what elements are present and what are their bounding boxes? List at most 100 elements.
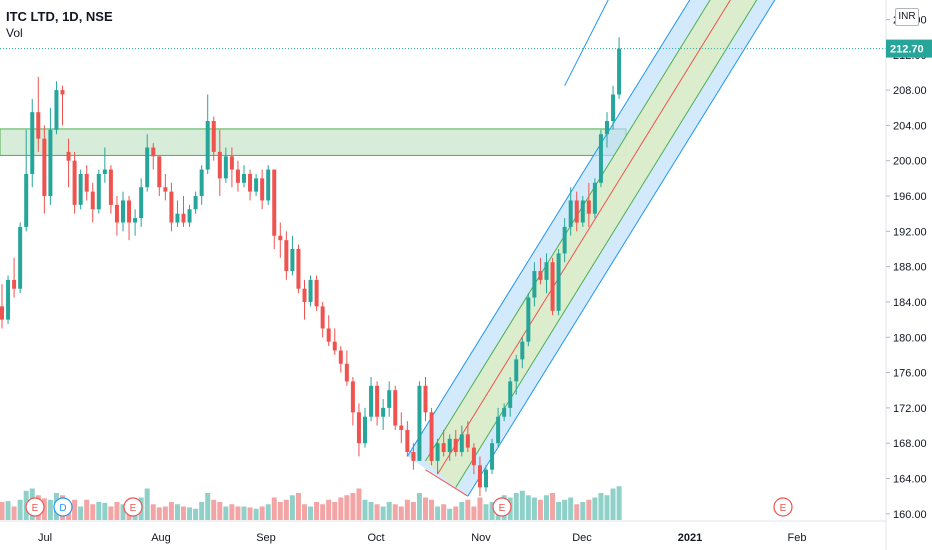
candle <box>514 359 519 382</box>
candle <box>169 191 174 223</box>
candle <box>114 204 119 223</box>
volume-bar <box>568 497 574 520</box>
volume-bar <box>550 493 556 520</box>
event-label: E <box>130 503 137 514</box>
candle <box>102 169 107 174</box>
volume-bar <box>483 504 489 520</box>
candle <box>574 200 579 223</box>
volume-bar <box>616 486 622 520</box>
volume-bar <box>404 499 410 520</box>
candle <box>18 226 23 289</box>
candle <box>302 288 307 302</box>
candle <box>411 452 416 461</box>
price-tick-label: 168.00 <box>893 438 927 450</box>
volume-bar <box>308 506 314 520</box>
candle <box>84 173 89 192</box>
volume-bar <box>229 504 235 520</box>
candle <box>562 226 567 254</box>
candle <box>393 390 398 426</box>
volume-bar <box>271 497 277 520</box>
volume-bar <box>386 502 392 520</box>
volume-bar <box>459 502 465 520</box>
dividend-marker[interactable]: D <box>53 497 73 517</box>
candle <box>36 112 41 139</box>
candle <box>350 381 355 413</box>
volume-bar <box>102 502 108 520</box>
volume-bar <box>362 499 368 520</box>
volume-bar <box>156 507 162 520</box>
candle <box>465 434 470 448</box>
volume-bar <box>295 493 301 520</box>
candle <box>502 407 507 417</box>
candle <box>157 156 162 188</box>
volume-bar <box>519 490 525 520</box>
channel-upper-line <box>406 0 691 457</box>
volume-bar <box>374 504 380 520</box>
time-tick-label: Feb <box>788 532 807 544</box>
time-tick-label: Oct <box>367 532 384 544</box>
candle <box>344 363 349 382</box>
volume-bar <box>265 504 271 520</box>
volume-bar <box>302 504 307 520</box>
candle <box>66 151 71 161</box>
volume-bar <box>174 504 180 520</box>
candle <box>30 112 35 174</box>
volume-label: Vol <box>6 26 23 40</box>
currency-badge[interactable]: INR <box>895 8 919 26</box>
price-tick-label: 176.00 <box>893 368 927 380</box>
channel-lower-line <box>467 0 776 497</box>
volume-bar <box>5 501 11 520</box>
candle <box>490 443 495 470</box>
earnings-marker[interactable]: E <box>123 497 143 517</box>
volume-bar <box>235 506 241 520</box>
candle <box>151 147 156 157</box>
candle <box>278 235 283 241</box>
candle <box>484 469 488 488</box>
volume-bar <box>598 493 604 520</box>
candle <box>580 200 585 223</box>
volume-bar <box>0 502 5 520</box>
volume-bar <box>205 493 211 520</box>
volume-bar <box>441 504 447 520</box>
candle <box>284 240 289 272</box>
earnings-marker[interactable]: E <box>25 497 45 517</box>
candle <box>127 200 132 223</box>
price-tick-label: 204.00 <box>893 120 927 132</box>
candle <box>405 429 410 453</box>
volume-bar <box>114 502 120 520</box>
candle <box>308 279 313 302</box>
earnings-marker[interactable]: E <box>492 497 512 517</box>
volume-bar <box>241 506 247 520</box>
volume-bar <box>544 495 549 520</box>
candle <box>139 187 144 219</box>
volume-bar <box>84 499 90 520</box>
candle <box>78 173 83 205</box>
volume-bar <box>423 497 428 520</box>
candle <box>441 443 446 453</box>
volume-bar <box>537 499 543 520</box>
volume-bar <box>416 493 422 520</box>
earnings-marker[interactable]: E <box>773 497 793 517</box>
time-tick-label: Jul <box>38 532 52 544</box>
candle <box>266 169 271 201</box>
candle <box>24 173 29 227</box>
volume-bar <box>344 495 350 520</box>
candle <box>272 169 277 236</box>
time-tick-label: 2021 <box>678 532 702 544</box>
price-tick-label: 164.00 <box>893 474 927 486</box>
candle <box>42 138 47 197</box>
volume-bar <box>525 495 531 520</box>
candle <box>332 341 337 351</box>
price-tick-label: 208.00 <box>893 85 927 97</box>
event-label: D <box>59 503 66 514</box>
volume-bar <box>513 493 519 520</box>
candle <box>193 196 198 210</box>
volume-bar <box>592 497 598 520</box>
candle <box>592 182 597 214</box>
volume-bar <box>289 495 295 520</box>
volume-bar <box>604 495 610 520</box>
volume-bar <box>217 502 223 520</box>
candle <box>496 416 501 444</box>
volume-bar <box>477 497 483 520</box>
